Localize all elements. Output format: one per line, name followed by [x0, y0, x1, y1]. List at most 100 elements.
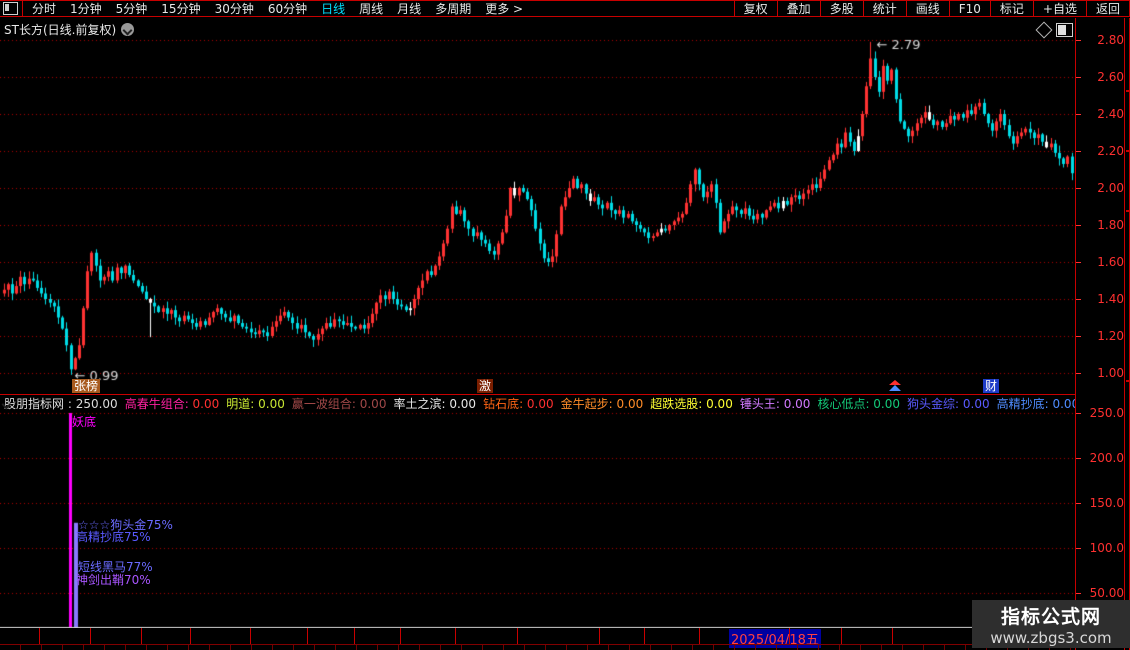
month-separator: [190, 628, 191, 644]
date-axis-border: [0, 644, 1075, 645]
watermark: 指标公式网 www.zbgs3.com: [972, 600, 1130, 648]
indicator-header: 股朋指标网 : 250.00 高春牛组合: 0.00 明道: 0.00 赢一波组合:…: [0, 395, 1075, 411]
price-tick-label: 1.40: [1097, 292, 1124, 306]
indicator-item[interactable]: 高精抄底: 0.00: [997, 395, 1075, 411]
watermark-title: 指标公式网: [1000, 605, 1101, 628]
menu-item-月线[interactable]: 月线: [397, 2, 422, 16]
menu-item-统计[interactable]: 统计: [862, 1, 906, 16]
axis-tick: [1076, 262, 1081, 263]
indicator-item-label: 核心低点:: [817, 396, 870, 411]
scrollbar[interactable]: [1124, 18, 1130, 650]
menu-item-60分钟[interactable]: 60分钟: [267, 2, 308, 16]
axis-tick: [1076, 336, 1081, 337]
bottom-tick-row: [0, 645, 1075, 650]
indicator-name: 股朋指标网: [4, 396, 65, 411]
menu-item-画线[interactable]: 画线: [905, 1, 949, 16]
axis-tick: [1076, 299, 1081, 300]
price-tick-label: 2.80: [1097, 33, 1124, 47]
menu-item-日线[interactable]: 日线: [321, 2, 346, 16]
indicator-item-value: 0.00: [869, 396, 901, 411]
indicator-tick-label: 250.0: [1089, 406, 1124, 420]
indicator-item[interactable]: 钻石底: 0.00: [483, 395, 554, 411]
indicator-tick-label: 200.0: [1089, 451, 1124, 465]
signal-label: ☆☆☆狗头金75%: [78, 518, 173, 532]
indicator-item-label: 钻石底:: [483, 396, 524, 411]
axis-tick: [1076, 151, 1081, 152]
indicator-tick-label: 100.0: [1089, 541, 1124, 555]
menu-item-F10[interactable]: F10: [948, 1, 990, 16]
candlestick-chart[interactable]: [0, 18, 1075, 395]
indicator-chart[interactable]: [0, 412, 1075, 628]
indicator-item[interactable]: 率土之滨: 0.00: [393, 395, 476, 411]
indicator-item[interactable]: 高春牛组合: 0.00: [125, 395, 220, 411]
indicator-item-label: 率土之滨:: [393, 396, 446, 411]
axis-tick: [1076, 413, 1081, 414]
menu-item-+自选[interactable]: +自选: [1032, 1, 1086, 16]
menu-item-1分钟[interactable]: 1分钟: [70, 2, 102, 16]
menu-divider: [22, 1, 23, 16]
month-separator: [599, 628, 600, 644]
indicator-item[interactable]: 金牛起步: 0.00: [561, 395, 644, 411]
axis-tick: [1076, 114, 1081, 115]
scroll-tick: [1126, 90, 1129, 92]
month-separator: [39, 628, 40, 644]
month-separator: [789, 628, 790, 644]
indicator-item-label: 狗头金综:: [907, 396, 960, 411]
indicator-item[interactable]: 明道: 0.00: [226, 395, 285, 411]
axis-tick: [1076, 77, 1081, 78]
menu-item-标记[interactable]: 标记: [989, 1, 1033, 16]
menu-item-复权[interactable]: 复权: [733, 1, 777, 16]
menu-item-多周期[interactable]: 多周期: [435, 2, 472, 16]
indicator-item[interactable]: 核心低点: 0.00: [817, 395, 900, 411]
menu-item-更多 >[interactable]: 更多 >: [485, 2, 524, 16]
indicator-item[interactable]: 超跌选股: 0.00: [650, 395, 733, 411]
indicator-item-label: 超跌选股:: [650, 396, 703, 411]
indicator-item-value: 0.00: [779, 396, 811, 411]
signal-label: 短线黑马77%: [78, 560, 153, 574]
indicator-item-label: 金牛起步:: [560, 396, 613, 411]
indicator-tick-label: 50.00: [1089, 586, 1124, 600]
date-axis[interactable]: 2024年 4567891011121234678: [0, 628, 1075, 644]
menu-item-多股[interactable]: 多股: [819, 1, 863, 16]
axis-tick: [1076, 503, 1081, 504]
indicator-tick-label: 150.0: [1089, 496, 1124, 510]
axis-tick: [1076, 188, 1081, 189]
menu-item-15分钟[interactable]: 15分钟: [161, 2, 201, 16]
indicator-item-label: 明道:: [226, 396, 255, 411]
axis-tick: [1076, 458, 1081, 459]
month-separator: [892, 628, 893, 644]
menu-item-返回[interactable]: 返回: [1085, 1, 1130, 16]
month-separator: [644, 628, 645, 644]
indicator-item-value: 0.00: [355, 396, 387, 411]
menu-item-30分钟[interactable]: 30分钟: [214, 2, 254, 16]
menu-item-叠加[interactable]: 叠加: [776, 1, 820, 16]
indicator-item-value: 0.00: [1052, 396, 1075, 411]
menu-item-5分钟[interactable]: 5分钟: [115, 2, 148, 16]
indicator-item-value: 0.00: [188, 396, 220, 411]
price-tick-label: 2.00: [1097, 181, 1124, 195]
indicator-name-item[interactable]: 股朋指标网 : 250.00: [4, 395, 118, 411]
menu-item-分时[interactable]: 分时: [32, 2, 57, 16]
price-tick-label: 1.20: [1097, 329, 1124, 343]
signal-label: 妖底: [72, 415, 97, 429]
menu-item-周线[interactable]: 周线: [359, 2, 384, 16]
scroll-tick: [1126, 210, 1129, 212]
price-tick-label: 1.80: [1097, 218, 1124, 232]
event-badge: 张榜: [72, 379, 101, 393]
indicator-name-value: : 250.00: [64, 396, 118, 411]
event-badge: 财: [983, 379, 1000, 393]
indicator-item-value: 0.00: [445, 396, 477, 411]
app-window-icon[interactable]: [3, 2, 18, 15]
period-menu: 分时 1分钟 5分钟 15分钟 30分钟 60分钟 日线 周线 月线 多周期 更多 >: [0, 0, 530, 17]
month-separator: [841, 628, 842, 644]
axis-tick: [1076, 548, 1081, 549]
tools-menu: 复权 叠加 多股 统计 画线 F10 标记 +自选 返回: [733, 1, 1130, 16]
indicator-item[interactable]: 狗头金综: 0.00: [907, 395, 990, 411]
indicator-item[interactable]: 锤头王: 0.00: [740, 395, 811, 411]
month-separator: [455, 628, 456, 644]
indicator-item-value: 0.00: [702, 396, 733, 411]
axis-tick: [1076, 593, 1081, 594]
axis-separator: [1075, 18, 1076, 650]
watermark-url: www.zbgs3.com: [990, 628, 1112, 647]
indicator-item[interactable]: 赢一波组合: 0.00: [292, 395, 387, 411]
